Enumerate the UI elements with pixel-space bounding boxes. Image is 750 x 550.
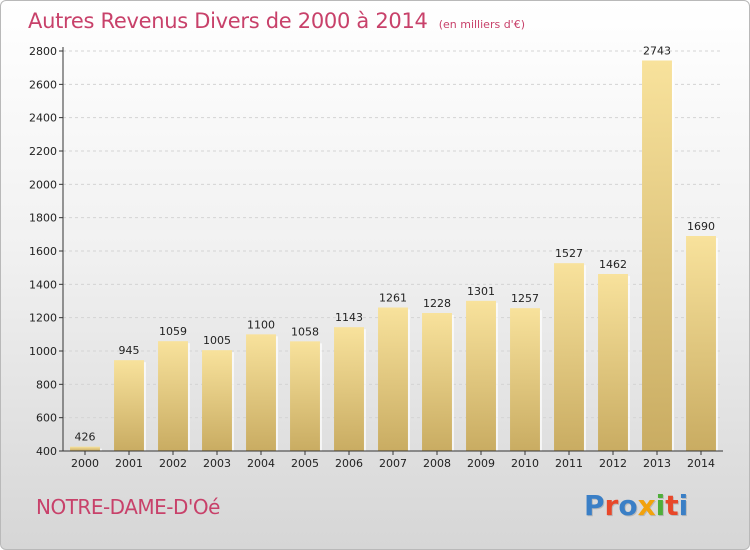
bar-2011[interactable] [554,263,584,451]
y-tick-label: 1200 [29,312,57,325]
chart-title-main: Autres Revenus Divers de 2000 à 2014 [28,9,428,33]
bar-2010[interactable] [510,308,540,451]
data-label-2000: 426 [75,431,96,444]
y-tick-label: 1800 [29,212,57,225]
y-tick-label: 1000 [29,345,57,358]
x-tick-label-2010: 2010 [511,457,539,470]
bar-2000[interactable] [70,446,100,451]
y-tick-label: 1400 [29,278,57,291]
bar-2002[interactable] [158,341,188,451]
x-tick-label-2002: 2002 [159,457,187,470]
logo-letter: P [584,489,605,522]
y-tick-label: 1600 [29,245,57,258]
proxiti-logo[interactable]: Proxiti [584,489,688,522]
data-label-2004: 1100 [247,318,275,331]
x-tick-label-2008: 2008 [423,457,451,470]
data-label-2013: 2743 [643,45,671,58]
x-tick-label-2000: 2000 [71,457,99,470]
data-label-2002: 1059 [159,325,187,338]
data-label-2009: 1301 [467,285,495,298]
bar-2001[interactable] [114,360,144,451]
x-tick-label-2001: 2001 [115,457,143,470]
data-label-2001: 945 [119,344,140,357]
data-label-2008: 1228 [423,297,451,310]
x-tick-label-2009: 2009 [467,457,495,470]
logo-letter: t [665,489,679,522]
data-label-2003: 1005 [203,334,231,347]
y-tick-label: 2200 [29,145,57,158]
bar-2013[interactable] [642,60,672,452]
data-label-2007: 1261 [379,292,407,305]
bar-2012[interactable] [598,274,628,451]
data-label-2011: 1527 [555,247,583,260]
y-tick-label: 2600 [29,78,57,91]
bar-2006[interactable] [334,327,364,451]
logo-letter: i [655,489,666,522]
x-tick-label-2005: 2005 [291,457,319,470]
y-tick-label: 2800 [29,45,57,58]
logo-letter: i [678,489,689,522]
x-tick-label-2004: 2004 [247,457,275,470]
logo-letter: r [604,489,619,522]
data-label-2005: 1058 [291,325,319,338]
bar-2005[interactable] [290,341,320,451]
y-tick-label: 600 [36,412,57,425]
chart-subtitle: (en milliers d'€) [438,18,525,31]
y-tick-label: 800 [36,378,57,391]
bar-2003[interactable] [202,350,232,451]
commune-name: NOTRE-DAME-D'Oé [36,495,220,519]
y-tick-label: 2400 [29,112,57,125]
x-tick-label-2003: 2003 [203,457,231,470]
x-tick-label-2006: 2006 [335,457,363,470]
data-label-2014: 1690 [687,220,715,233]
x-tick-label-2007: 2007 [379,457,407,470]
bar-2007[interactable] [378,307,408,452]
bar-2009[interactable] [466,300,496,451]
x-tick-label-2011: 2011 [555,457,583,470]
data-label-2012: 1462 [599,258,627,271]
chart-title: Autres Revenus Divers de 2000 à 2014 (en… [28,9,525,33]
y-tick-label: 2000 [29,178,57,191]
data-label-2006: 1143 [335,311,363,324]
bar-2014[interactable] [686,236,716,451]
bar-2004[interactable] [246,334,276,451]
data-label-2010: 1257 [511,292,539,305]
x-tick-label-2013: 2013 [643,457,671,470]
x-tick-label-2014: 2014 [687,457,715,470]
y-tick-label: 400 [36,445,57,458]
logo-letter: o [618,489,638,522]
logo-letter: x [637,489,656,522]
bar-2008[interactable] [422,313,452,451]
x-tick-label-2012: 2012 [599,457,627,470]
